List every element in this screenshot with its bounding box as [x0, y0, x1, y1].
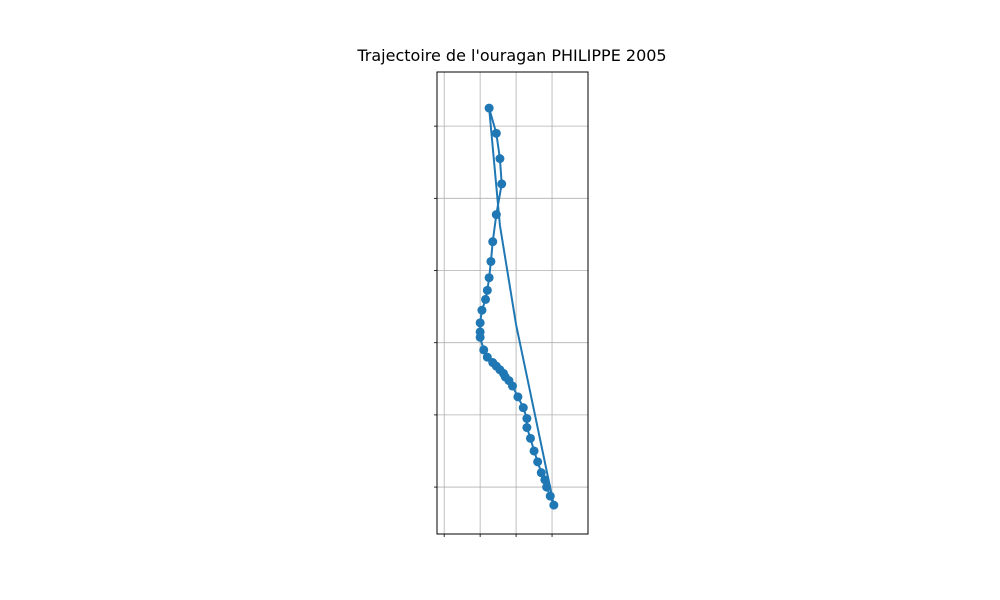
- track-point-2: [495, 154, 505, 164]
- track-point-30: [536, 468, 546, 478]
- track-point-3: [497, 179, 507, 189]
- track-point-14: [479, 345, 489, 355]
- track-point-23: [513, 392, 523, 402]
- track-point-5: [488, 237, 498, 247]
- track-point-29: [533, 457, 543, 467]
- chart-title: Trajectoire de l'ouragan PHILIPPE 2005: [357, 46, 667, 65]
- track-point-0: [484, 103, 494, 113]
- track-point-31: [540, 475, 550, 485]
- track-point-34: [549, 500, 559, 510]
- track-point-11: [475, 318, 485, 328]
- track-point-26: [522, 423, 532, 433]
- track-point-32: [542, 482, 552, 492]
- track-point-4: [491, 210, 501, 220]
- track-layer: [479, 107, 555, 507]
- track-point-13: [475, 332, 485, 342]
- points-layer: [475, 103, 559, 510]
- track-point-8: [482, 285, 492, 295]
- track-point-25: [522, 414, 532, 423]
- track-point-27: [525, 433, 535, 443]
- track-point-7: [484, 273, 494, 283]
- track-point-10: [477, 305, 487, 315]
- track-point-28: [529, 446, 539, 456]
- axes-frame: [436, 71, 589, 535]
- track-point-6: [486, 256, 496, 266]
- track-point-33: [545, 491, 555, 501]
- track-point-9: [481, 294, 491, 304]
- track-point-1: [491, 128, 501, 138]
- grid-layer: [434, 72, 588, 537]
- track-point-24: [518, 403, 528, 413]
- track-line-0: [479, 107, 555, 507]
- track-point-22: [508, 381, 517, 391]
